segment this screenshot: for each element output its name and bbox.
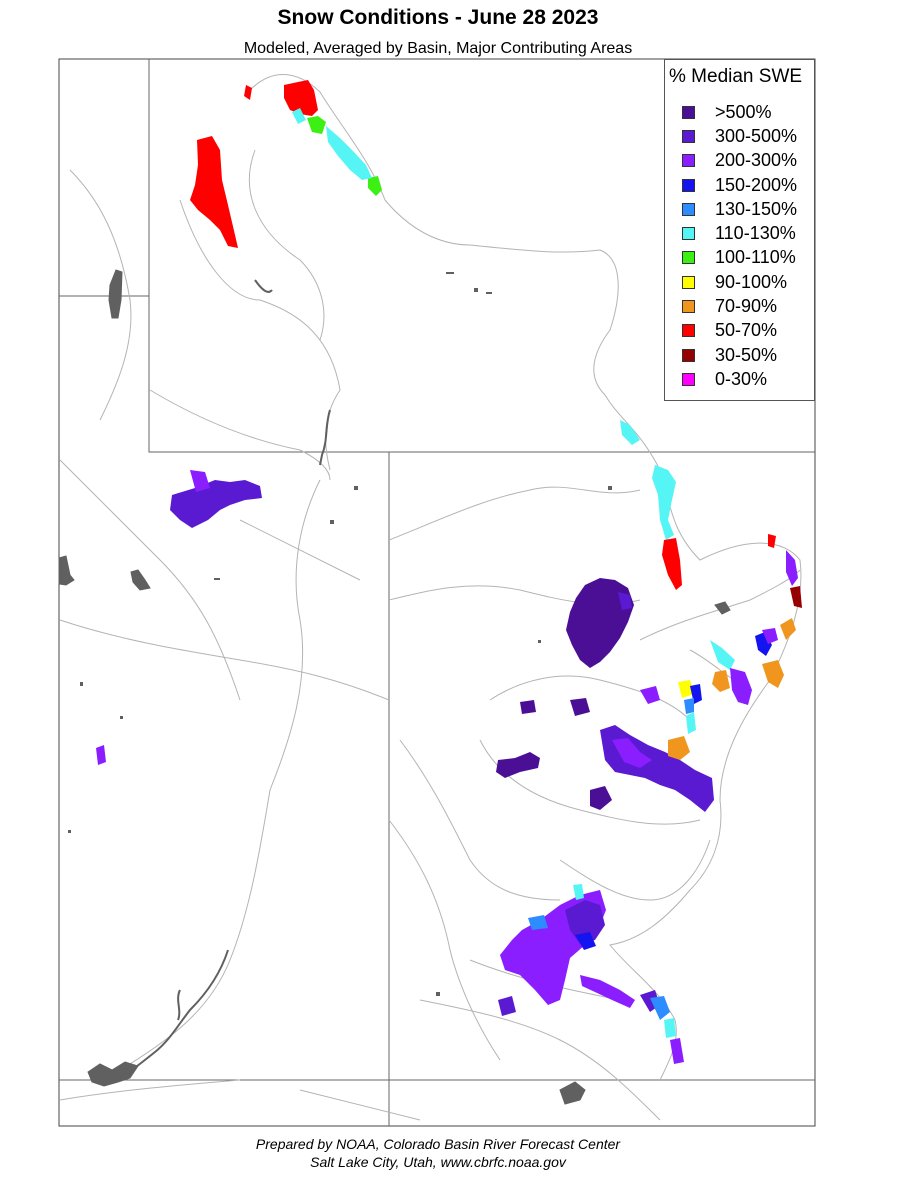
snow-area-gt500 bbox=[566, 578, 634, 668]
legend-swatch bbox=[682, 348, 695, 362]
snow-area-70-90 bbox=[712, 670, 730, 692]
legend-item: 70-90% bbox=[682, 294, 797, 318]
snow-area-110-130 bbox=[664, 1018, 676, 1038]
legend-item: 0-30% bbox=[682, 367, 797, 391]
legend-swatch bbox=[682, 251, 695, 265]
snow-area-gt500 bbox=[590, 786, 612, 810]
snow-area-300-500 bbox=[618, 592, 632, 610]
snow-area-50-70 bbox=[284, 80, 318, 116]
legend-items: >500% 300-500% 200-300% 150-200% 130-150… bbox=[682, 100, 797, 392]
snow-area-200-300 bbox=[762, 628, 778, 644]
snow-area-50-70 bbox=[662, 538, 682, 590]
map-subtitle: Modeled, Averaged by Basin, Major Contri… bbox=[243, 40, 633, 57]
snow-area-200-300 bbox=[640, 686, 660, 704]
legend-label: 30-50% bbox=[715, 344, 778, 365]
snow-area-110-130 bbox=[292, 108, 306, 124]
legend-swatch bbox=[682, 372, 695, 386]
legend-label: 110-130% bbox=[715, 223, 796, 244]
snow-area-30-50 bbox=[790, 586, 802, 608]
small-fragments bbox=[68, 272, 612, 996]
legend-label: >500% bbox=[715, 101, 772, 122]
legend-swatch bbox=[682, 227, 695, 241]
snow-area-300-500 bbox=[565, 900, 605, 944]
snow-area-200-300 bbox=[730, 668, 752, 705]
snow-area-50-70 bbox=[190, 136, 238, 248]
legend-label: 70-90% bbox=[715, 296, 778, 317]
legend-swatch bbox=[682, 178, 695, 192]
snow-area-150-200 bbox=[575, 932, 596, 950]
legend-label: 90-100% bbox=[715, 271, 788, 292]
snow-area-200-300 bbox=[580, 975, 635, 1008]
snow-area-130-150 bbox=[650, 996, 670, 1020]
legend-swatch bbox=[682, 300, 695, 314]
snow-area-200-300 bbox=[190, 470, 210, 492]
legend-swatch bbox=[682, 202, 695, 216]
legend-swatch bbox=[682, 275, 695, 289]
legend-item: 100-110% bbox=[682, 246, 797, 270]
legend-item: 90-100% bbox=[682, 270, 797, 294]
snow-areas bbox=[96, 80, 802, 1064]
legend-item: 300-500% bbox=[682, 124, 797, 148]
legend-label: 200-300% bbox=[715, 150, 798, 171]
legend-swatch bbox=[682, 129, 695, 143]
snow-area-gt500 bbox=[520, 700, 536, 714]
legend-item: 130-150% bbox=[682, 197, 797, 221]
state-borders bbox=[59, 59, 815, 1126]
legend: % Median SWE >500% 300-500% 200-300% 150… bbox=[664, 59, 815, 401]
snow-area-300-500 bbox=[170, 480, 262, 528]
snow-area-100-110 bbox=[307, 116, 326, 134]
credit-line-1: Prepared by NOAA, Colorado Basin River F… bbox=[255, 1136, 621, 1152]
legend-label: 300-500% bbox=[715, 125, 798, 146]
legend-item: 200-300% bbox=[682, 149, 797, 173]
legend-swatch bbox=[682, 105, 695, 119]
snow-area-gt500 bbox=[496, 752, 540, 778]
snow-area-200-300 bbox=[612, 738, 652, 768]
credit-line-2: Salt Lake City, Utah, www.cbrfc.noaa.gov bbox=[310, 1154, 566, 1170]
snow-area-300-500 bbox=[498, 996, 516, 1016]
snow-area-110-130 bbox=[652, 465, 676, 540]
legend-label: 150-200% bbox=[715, 174, 798, 195]
legend-swatch bbox=[682, 154, 695, 168]
water-bodies bbox=[58, 269, 731, 1105]
snow-area-110-130 bbox=[620, 420, 640, 445]
snow-area-50-70 bbox=[244, 85, 252, 100]
snow-area-110-130 bbox=[686, 712, 696, 734]
snow-area-gt500 bbox=[570, 698, 590, 716]
snow-area-200-300 bbox=[96, 745, 106, 765]
legend-title: % Median SWE bbox=[669, 66, 803, 87]
snow-area-110-130 bbox=[710, 640, 735, 670]
snow-area-70-90 bbox=[780, 618, 796, 640]
legend-label: 50-70% bbox=[715, 320, 778, 341]
snow-area-130-150 bbox=[528, 915, 548, 930]
snow-area-130-150 bbox=[684, 698, 694, 714]
snow-area-110-130 bbox=[573, 884, 584, 900]
snow-area-100-110 bbox=[368, 176, 382, 196]
rivers-dark bbox=[124, 279, 331, 1076]
snow-area-90-100 bbox=[678, 680, 694, 698]
legend-item: >500% bbox=[682, 100, 797, 124]
legend-label: 0-30% bbox=[715, 368, 768, 389]
snow-area-70-90 bbox=[762, 660, 784, 688]
legend-item: 30-50% bbox=[682, 343, 797, 367]
legend-swatch bbox=[682, 324, 695, 338]
legend-label: 130-150% bbox=[715, 198, 798, 219]
map-title: Snow Conditions - June 28 2023 bbox=[277, 6, 599, 29]
snow-area-200-300 bbox=[670, 1038, 684, 1064]
legend-item: 50-70% bbox=[682, 319, 797, 343]
snow-area-200-300 bbox=[786, 550, 798, 586]
legend-label: 100-110% bbox=[715, 247, 796, 268]
legend-item: 150-200% bbox=[682, 173, 797, 197]
snow-area-110-130 bbox=[326, 126, 372, 180]
snow-area-70-90 bbox=[668, 736, 690, 760]
snow-area-50-70 bbox=[768, 534, 776, 548]
legend-item: 110-130% bbox=[682, 221, 797, 245]
